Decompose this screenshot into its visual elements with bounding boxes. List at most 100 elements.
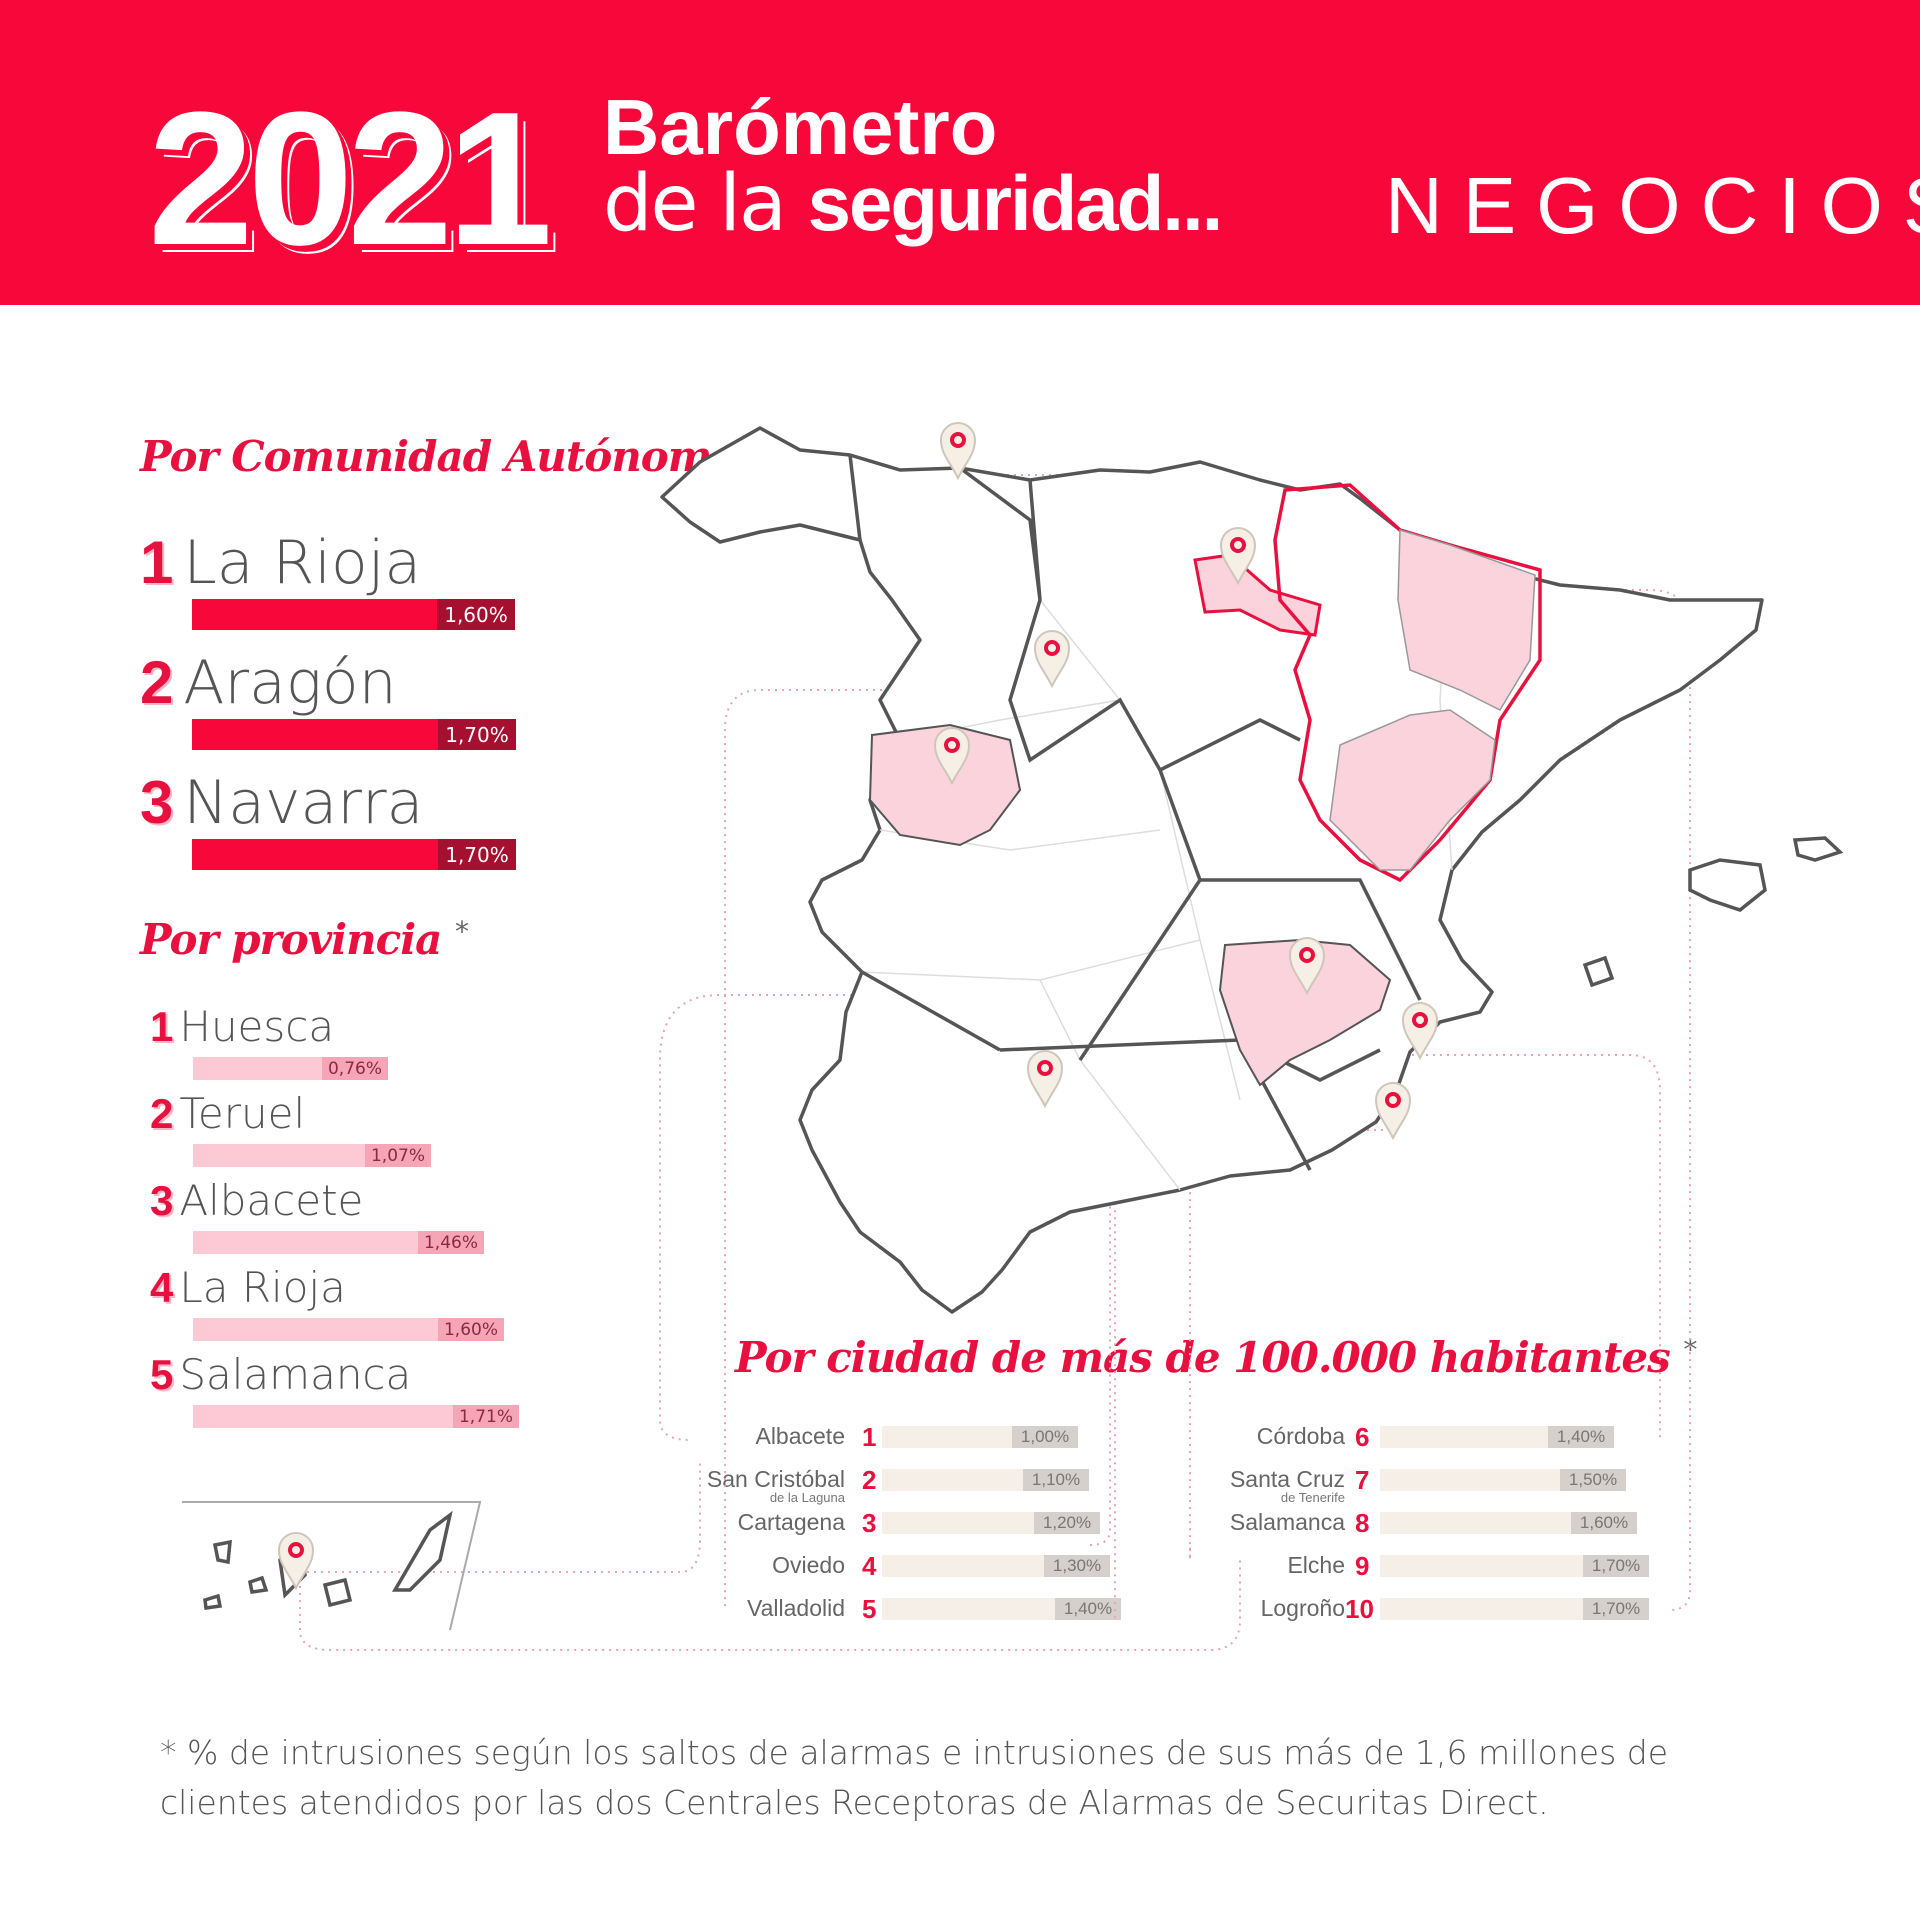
city-name: Córdoba — [1085, 1424, 1345, 1448]
ciudad-title: Por ciudad de más de 100.000 habitantes — [735, 1333, 1671, 1382]
provincia-row: 5 Salamanca — [150, 1350, 411, 1399]
bar-value: 1,40% — [1055, 1598, 1121, 1620]
bar-value: 1,07% — [365, 1144, 431, 1167]
city-bar: 1,00% — [882, 1426, 1078, 1448]
city-bar: 1,20% — [882, 1512, 1100, 1534]
ibiza-outline — [1582, 955, 1615, 988]
year-title: 2021 — [148, 73, 553, 285]
provincia-bar: 0,76% — [193, 1057, 388, 1080]
map-pin-icon — [1401, 1002, 1439, 1061]
region-huesca — [1397, 529, 1536, 711]
provincia-row: 1 Huesca — [150, 1002, 334, 1051]
city-name: Santa Cruz de Tenerife — [1085, 1467, 1345, 1504]
map-pin-icon — [1374, 1082, 1412, 1141]
city-name: Albacete — [585, 1424, 845, 1448]
city-bar: 1,40% — [882, 1598, 1121, 1620]
city-name: Logroño — [1085, 1596, 1345, 1620]
rank-number: 3 — [140, 769, 174, 836]
asterisk: * — [455, 915, 469, 948]
map-pin-icon — [1219, 527, 1257, 586]
rank-number: 5 — [862, 1594, 877, 1624]
rank-number: 10 — [1345, 1594, 1374, 1624]
rank-number: 8 — [1355, 1508, 1370, 1538]
rank-number: 6 — [1355, 1422, 1370, 1452]
city-label: Santa Cruz — [1229, 1466, 1345, 1492]
rank-number: 4 — [150, 1264, 174, 1311]
city-name: Oviedo — [585, 1553, 845, 1577]
city-sublabel: de la Laguna — [769, 1490, 845, 1505]
title-light: de la — [603, 159, 808, 249]
ciudad-heading: Por ciudad de más de 100.000 habitantes … — [735, 1333, 1697, 1382]
city-bar: 1,50% — [1380, 1469, 1626, 1491]
bar-value: 1,70% — [438, 839, 516, 870]
city-name: Cartagena — [585, 1510, 845, 1534]
city-name: Elche — [1085, 1553, 1345, 1577]
bar-value: 1,70% — [438, 719, 516, 750]
map-pin-icon — [1026, 1050, 1064, 1109]
province-name: La Rioja — [179, 1263, 346, 1312]
menorca-outline — [1792, 836, 1844, 862]
rank-number: 1 — [150, 1003, 174, 1050]
map-pin-icon — [933, 727, 971, 786]
city-label: Logroño — [1260, 1595, 1345, 1621]
provincia-bar: 1,60% — [193, 1318, 504, 1341]
inset-frame — [182, 1501, 482, 1631]
rank-number: 2 — [140, 649, 174, 716]
region-name: La Rioja — [183, 528, 422, 598]
rank-number: 9 — [1355, 1551, 1370, 1581]
map-pin-icon — [277, 1532, 315, 1591]
region-albacete — [1218, 938, 1392, 1087]
city-bar: 1,10% — [882, 1469, 1089, 1491]
map-pin-icon — [1288, 937, 1326, 996]
province-name: Salamanca — [179, 1350, 412, 1399]
province-name: Albacete — [179, 1176, 364, 1225]
provincia-row: 2 Teruel — [150, 1089, 305, 1138]
map-pin-icon — [939, 422, 977, 481]
comunidad-row: 2 Aragón — [140, 648, 397, 718]
balearic-islands — [1582, 836, 1844, 988]
rank-number: 3 — [150, 1177, 174, 1224]
bar-value: 1,70% — [1583, 1555, 1649, 1577]
connector-line — [1114, 1129, 1390, 1620]
bar-value: 1,00% — [1012, 1426, 1078, 1448]
bar-value: 1,40% — [1548, 1426, 1614, 1448]
footnote: * % de intrusiones según los saltos de a… — [160, 1733, 1669, 1822]
header-banner: 2021 Barómetro de la seguridad... NEGOCI… — [0, 0, 1920, 305]
region-name: Aragón — [183, 648, 397, 718]
canary-islands — [182, 1501, 482, 1631]
rank-number: 1 — [862, 1422, 877, 1452]
province-name: Huesca — [179, 1002, 335, 1051]
city-bar: 1,70% — [1380, 1555, 1649, 1577]
provincia-row: 3 Albacete — [150, 1176, 363, 1225]
bar-value: 1,10% — [1023, 1469, 1089, 1491]
city-bar: 1,60% — [1380, 1512, 1637, 1534]
rank-number: 2 — [862, 1465, 877, 1495]
city-name: Salamanca — [1085, 1510, 1345, 1534]
asterisk: * — [1683, 1333, 1697, 1366]
connector-line — [299, 1560, 1241, 1651]
city-label: Cartagena — [737, 1509, 845, 1535]
city-label: Córdoba — [1256, 1423, 1345, 1449]
bar-value: 1,70% — [1583, 1598, 1649, 1620]
region-salamanca — [868, 723, 1022, 847]
bar-value: 1,60% — [438, 1318, 504, 1341]
province-name: Teruel — [179, 1089, 306, 1138]
comunidad-row: 1 La Rioja — [140, 528, 421, 598]
bar-value: 1,20% — [1034, 1512, 1100, 1534]
location-pins — [277, 422, 1439, 1591]
comunidad-row: 3 Navarra — [140, 768, 423, 838]
rank-number: 7 — [1355, 1465, 1370, 1495]
bar-value: 1,60% — [437, 599, 515, 630]
city-label: Elche — [1287, 1552, 1345, 1578]
rank-number: 3 — [862, 1508, 877, 1538]
provincia-bar: 1,07% — [193, 1144, 431, 1167]
comunidad-bar: 1,70% — [192, 719, 516, 750]
bar-value: 1,71% — [453, 1405, 519, 1428]
city-bar: 1,70% — [1380, 1598, 1649, 1620]
city-label: Albacete — [755, 1423, 845, 1449]
comunidad-bar: 1,70% — [192, 839, 516, 870]
bar-value: 1,50% — [1560, 1469, 1626, 1491]
map-pin-icon — [1033, 630, 1071, 689]
provincia-bar: 1,71% — [193, 1405, 519, 1428]
